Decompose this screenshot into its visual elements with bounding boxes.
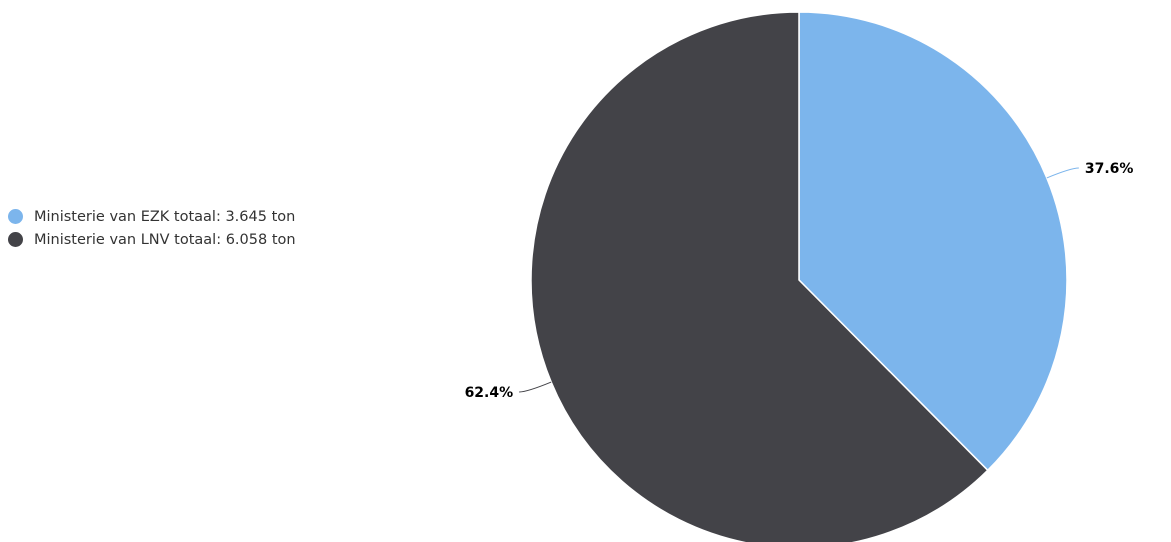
legend-label-ezk: Ministerie van EZK totaal: 3.645 ton (34, 208, 296, 225)
pie-slice-ezk[interactable] (798, 11, 1068, 472)
legend-label-lnv: Ministerie van LNV totaal: 6.058 ton (34, 231, 296, 248)
connector-lnv (519, 381, 552, 393)
legend-swatch-ezk (8, 209, 23, 224)
chart-legend: Ministerie van EZK totaal: 3.645 ton Min… (8, 205, 296, 251)
pie-labels: 37.6% 62.4% (465, 161, 1134, 401)
pie-slices (530, 11, 1068, 542)
legend-swatch-lnv (8, 232, 23, 247)
data-label-ezk: 37.6% (1085, 161, 1134, 177)
legend-item-lnv[interactable]: Ministerie van LNV totaal: 6.058 ton (8, 228, 296, 251)
legend-item-ezk[interactable]: Ministerie van EZK totaal: 3.645 ton (8, 205, 296, 228)
data-label-lnv: 62.4% (465, 385, 514, 401)
connector-ezk (1046, 167, 1079, 179)
